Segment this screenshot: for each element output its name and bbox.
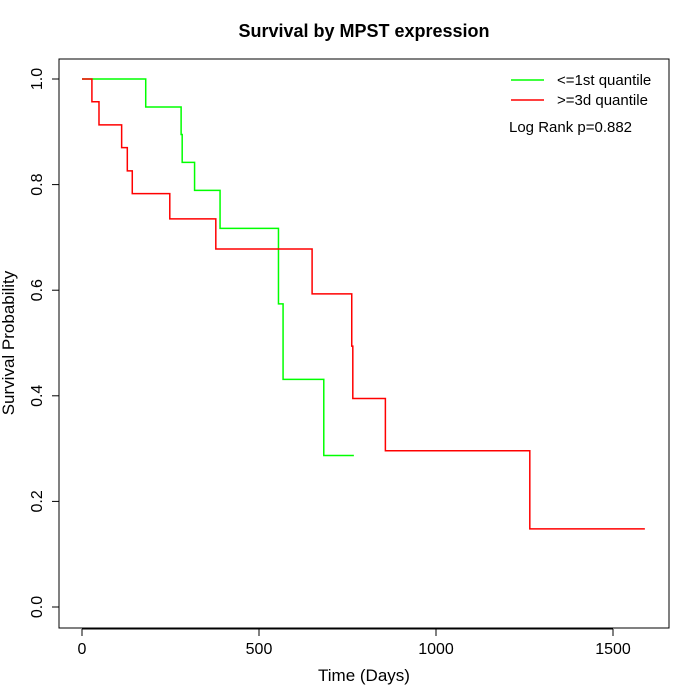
- legend-label-1: >=3d quantile: [557, 92, 648, 109]
- y-tick-label: 0.4: [29, 385, 46, 407]
- y-tick-label: 1.0: [29, 68, 46, 90]
- x-tick-label: 0: [78, 641, 87, 658]
- legend-label-0: <=1st quantile: [557, 72, 651, 89]
- series-layer: [82, 78, 645, 530]
- y-tick-label: 0.0: [29, 596, 46, 618]
- x-tick-label: 1000: [418, 641, 454, 658]
- x-tick-label: 500: [246, 641, 273, 658]
- log-rank-annotation: Log Rank p=0.882: [509, 119, 632, 136]
- plot-frame: [58, 58, 670, 629]
- survival-curve-series-1: [82, 78, 645, 530]
- x-tick-label: 1500: [595, 641, 631, 658]
- x-axis-ticks: 0 500 1000 1500: [78, 629, 631, 658]
- chart-title: Survival by MPST expression: [238, 21, 489, 41]
- y-axis-ticks: 0.0 0.2 0.4 0.6 0.8 1.0: [29, 68, 59, 618]
- legend: <=1st quantile >=3d quantile: [511, 72, 651, 109]
- survival-curve-series-0: [82, 78, 354, 457]
- x-axis-label: Time (Days): [318, 666, 410, 685]
- y-tick-label: 0.8: [29, 173, 46, 195]
- y-axis-label: Survival Probability: [0, 270, 18, 415]
- y-tick-label: 0.2: [29, 490, 46, 512]
- y-tick-label: 0.6: [29, 279, 46, 301]
